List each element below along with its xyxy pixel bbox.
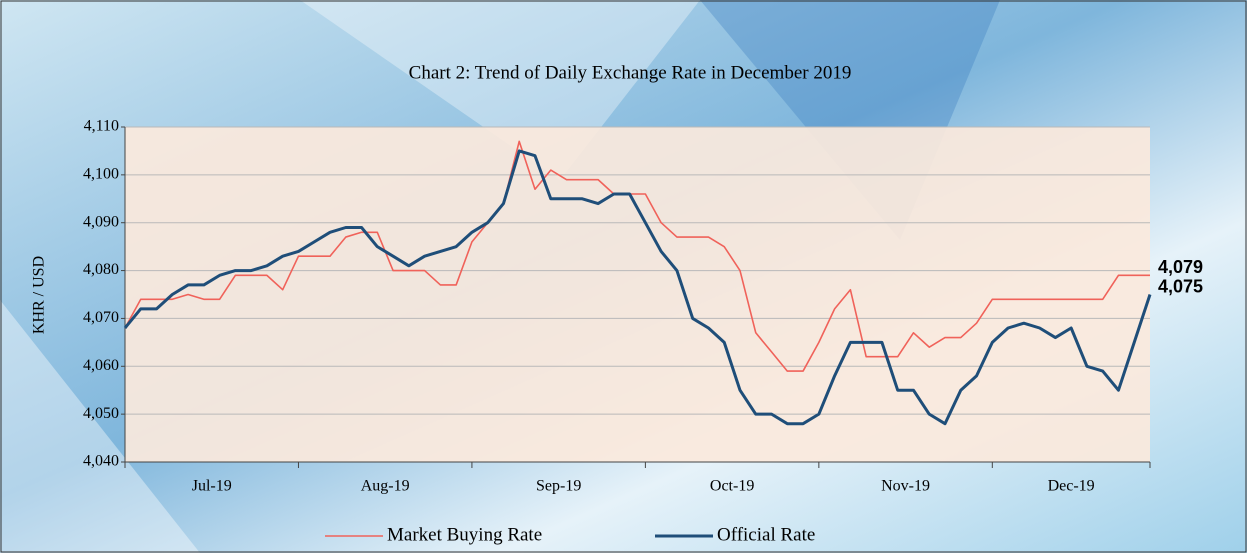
x-tick-label: Aug-19 (361, 478, 410, 495)
y-tick-label: 4,050 (83, 405, 119, 422)
series-line (123, 149, 1152, 426)
decor (300, 0, 700, 180)
y-tick-label: 4,110 (84, 118, 119, 135)
decor (0, 300, 200, 553)
y-tick-label: 4,040 (83, 453, 119, 470)
y-tick-label: 4,080 (83, 261, 119, 278)
plot-area (125, 127, 1150, 462)
x-tick-label: Sep-19 (536, 478, 581, 495)
y-tick-label: 4,060 (83, 357, 119, 374)
y-axis-label: KHR / USD (31, 256, 48, 334)
legend-label: Market Buying Rate (387, 524, 542, 545)
value-label: 4,075 (1158, 276, 1203, 296)
y-tick-label: 4,090 (83, 213, 119, 230)
y-tick-label: 4,100 (83, 166, 119, 183)
series-line (124, 140, 1150, 372)
x-tick-label: Oct-19 (710, 478, 754, 495)
chart-title: Chart 2: Trend of Daily Exchange Rate in… (409, 62, 852, 83)
x-tick-label: Nov-19 (881, 478, 930, 495)
value-label: 4,079 (1158, 257, 1203, 277)
x-tick-label: Dec-19 (1048, 478, 1095, 495)
x-tick-label: Jul-19 (192, 478, 232, 495)
legend-label: Official Rate (717, 524, 815, 545)
y-tick-label: 4,070 (83, 309, 119, 326)
